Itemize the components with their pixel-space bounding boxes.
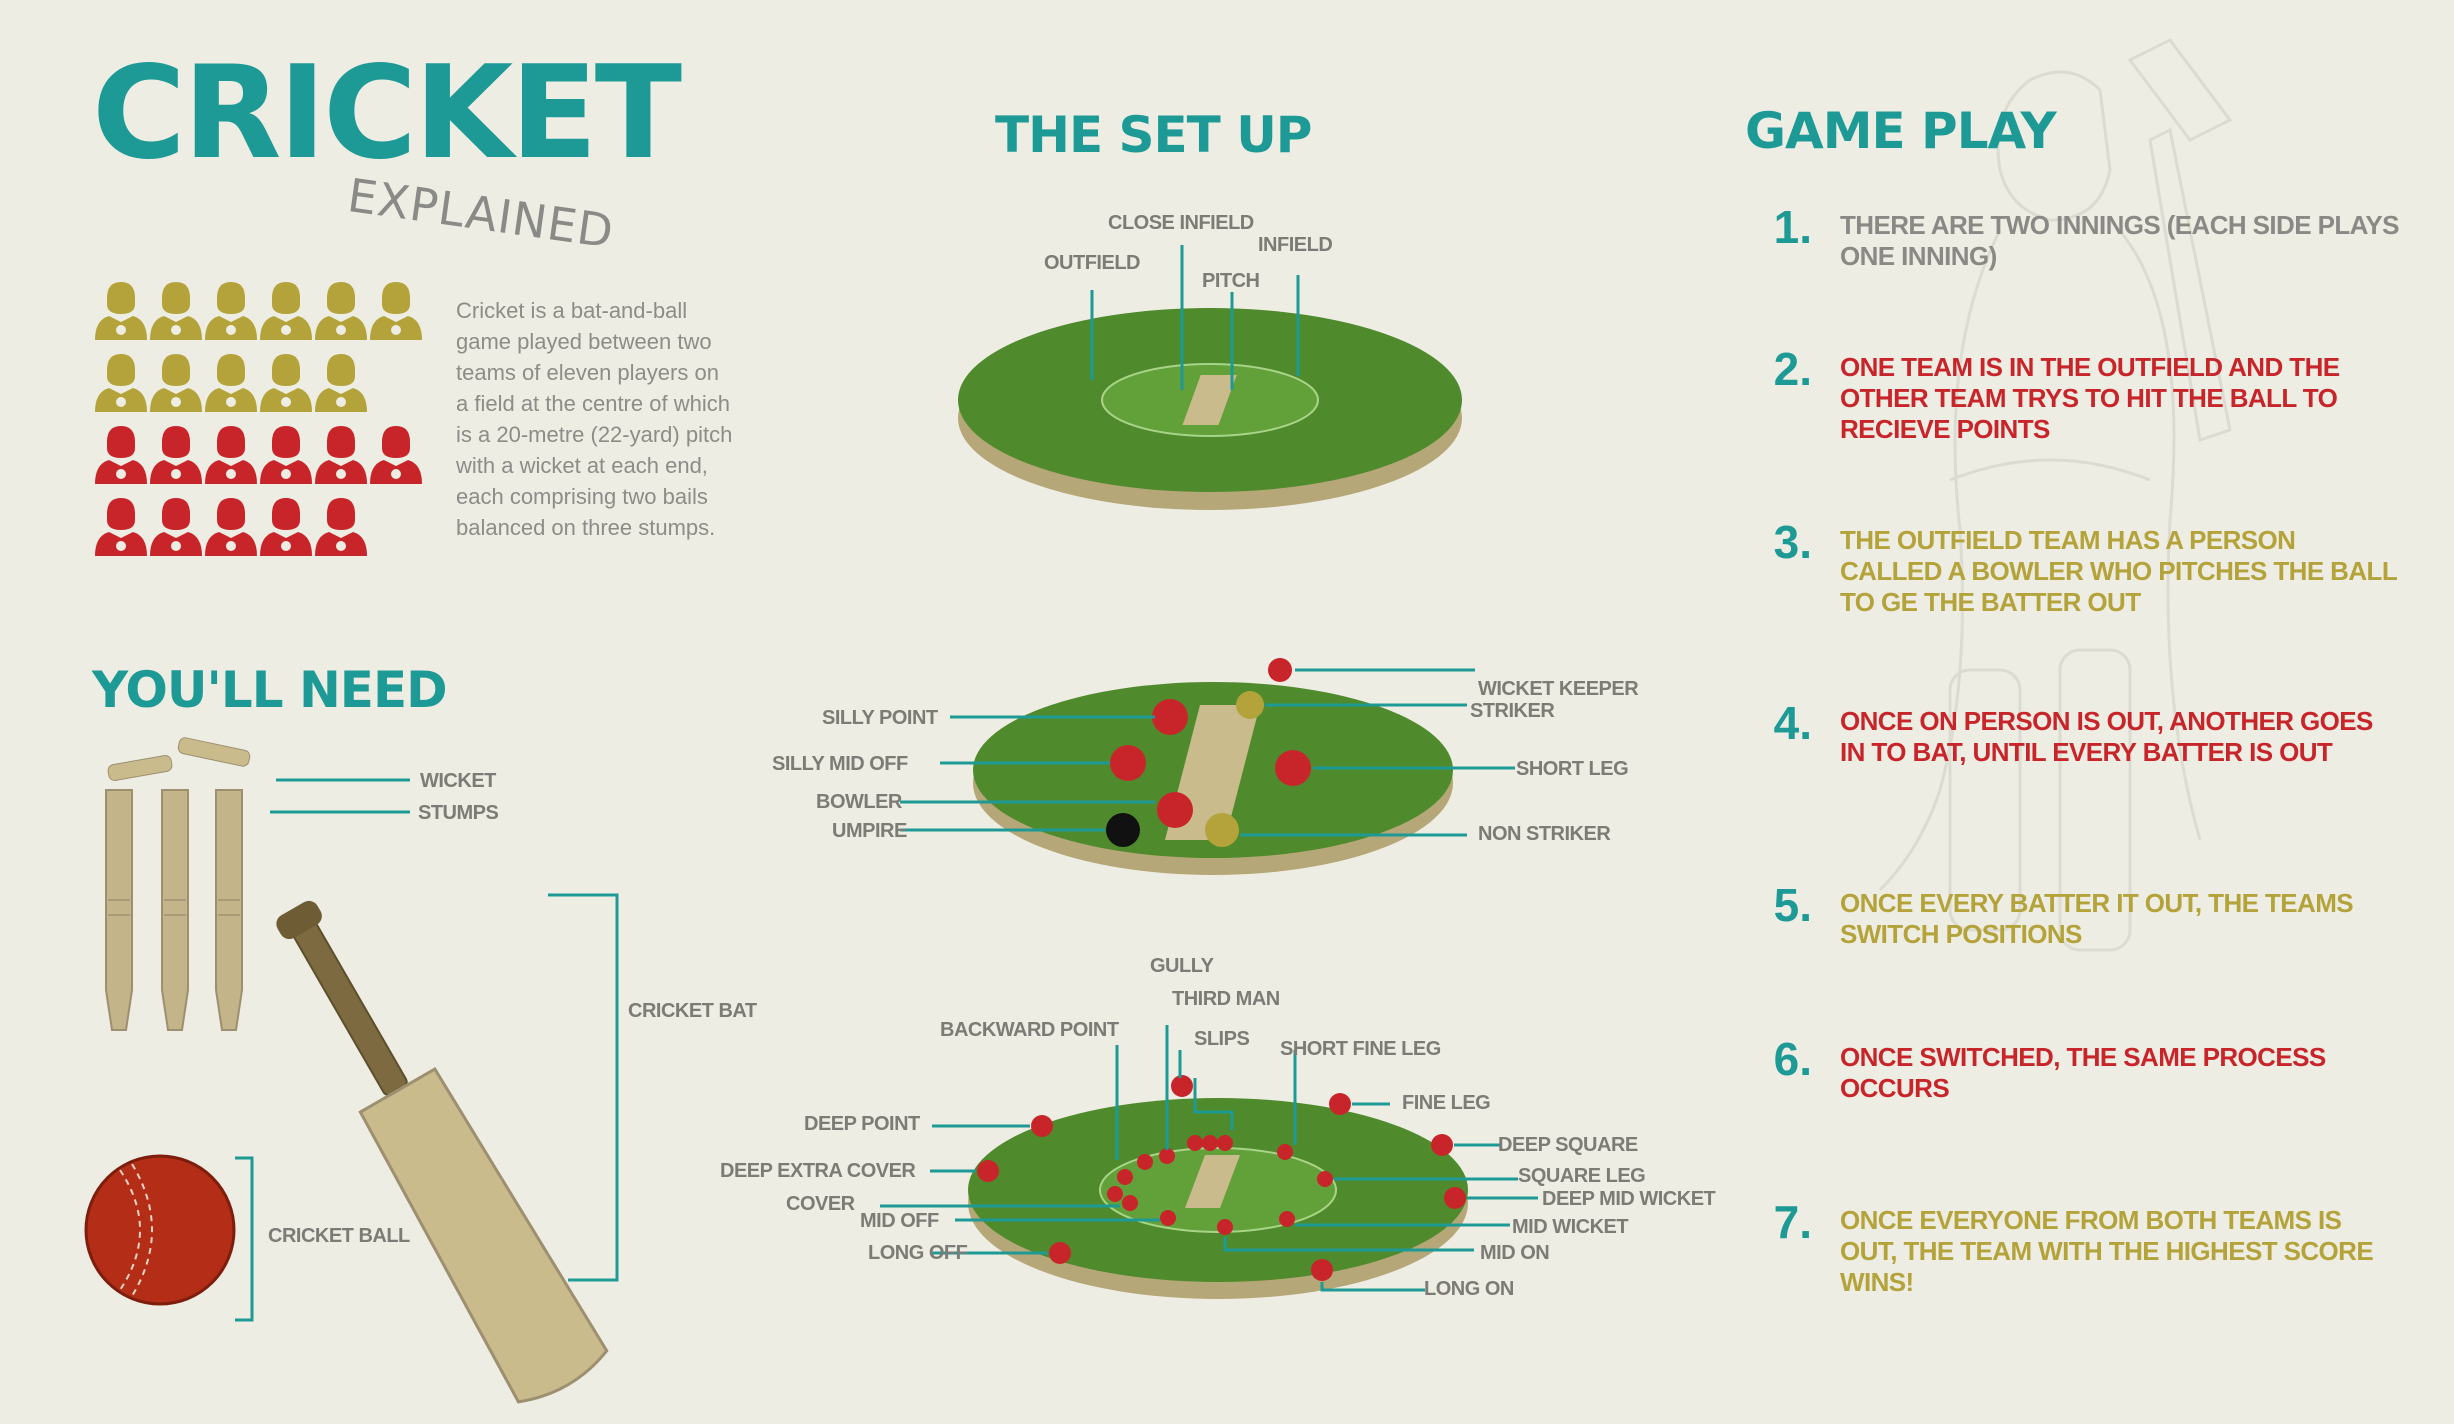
step-number: 3. bbox=[1773, 516, 1812, 568]
deep-square-label: DEEP SQUARE bbox=[1498, 1134, 1638, 1156]
player-icon bbox=[205, 282, 257, 340]
step-text: ONCE ON PERSON IS OUT, ANOTHER GOES IN T… bbox=[1840, 706, 2373, 767]
youll-need-heading: YOU'LL NEED bbox=[92, 661, 448, 719]
striker-label: STRIKER bbox=[1470, 700, 1555, 722]
silly-mid-off-label: SILLY MID OFF bbox=[772, 753, 908, 775]
step-number: 5. bbox=[1773, 879, 1812, 931]
short-leg-label: SHORT LEG bbox=[1516, 758, 1629, 780]
player-icon bbox=[315, 354, 367, 412]
step-number: 4. bbox=[1773, 697, 1812, 749]
fielding-positions-diagram bbox=[880, 1025, 1538, 1299]
mid-wicket-label: MID WICKET bbox=[1512, 1216, 1629, 1238]
player-icon bbox=[95, 354, 147, 412]
step-text: ONCE EVERY BATTER IT OUT, THE TEAMS SWIT… bbox=[1840, 888, 2354, 949]
step-text: THERE ARE TWO INNINGS (EACH SIDE PLAYS O… bbox=[1840, 210, 2399, 271]
player-icon bbox=[150, 498, 202, 556]
player-icon bbox=[95, 498, 147, 556]
step-text: ONCE EVERYONE FROM BOTH TEAMS IS OUT, TH… bbox=[1840, 1205, 2374, 1297]
pitch-label: PITCH bbox=[1202, 270, 1260, 292]
bails-icon bbox=[107, 737, 251, 781]
player-icon bbox=[260, 354, 312, 412]
umpire-label: UMPIRE bbox=[832, 820, 907, 842]
square-leg-label: SQUARE LEG bbox=[1518, 1165, 1646, 1187]
infield-label: INFIELD bbox=[1258, 234, 1333, 256]
step-text: ONCE SWITCHED, THE SAME PROCESS OCCURS bbox=[1840, 1042, 2326, 1103]
fine-leg-label: FINE LEG bbox=[1402, 1092, 1491, 1114]
player-icon bbox=[260, 426, 312, 484]
player-icon bbox=[150, 354, 202, 412]
player-icon bbox=[150, 426, 202, 484]
cricket-ball-icon bbox=[84, 1154, 236, 1306]
wicket-label: WICKET bbox=[420, 770, 496, 792]
close-infield-label: CLOSE INFIELD bbox=[1108, 212, 1254, 234]
bowler-label: BOWLER bbox=[816, 791, 902, 813]
cricket-bat-icon bbox=[276, 900, 609, 1404]
player-icon bbox=[260, 282, 312, 340]
backward-point-label: BACKWARD POINT bbox=[940, 1019, 1119, 1041]
player-icon bbox=[315, 426, 367, 484]
silly-point-label: SILLY POINT bbox=[822, 707, 938, 729]
gameplay-heading: GAME PLAY bbox=[1745, 102, 2057, 160]
page-title: CRICKET bbox=[92, 39, 682, 188]
player-icon bbox=[95, 426, 147, 484]
deep-point-label: DEEP POINT bbox=[804, 1113, 920, 1135]
close-positions-diagram bbox=[900, 658, 1515, 875]
setup-heading: THE SET UP bbox=[995, 106, 1312, 164]
player-icon bbox=[370, 426, 422, 484]
player-icon bbox=[205, 498, 257, 556]
player-icon bbox=[370, 282, 422, 340]
player-icon bbox=[95, 282, 147, 340]
long-off-label: LONG OFF bbox=[868, 1242, 968, 1264]
gully-label: GULLY bbox=[1150, 955, 1214, 977]
step-number: 2. bbox=[1773, 343, 1812, 395]
player-icon bbox=[150, 282, 202, 340]
non-striker-label: NON STRIKER bbox=[1478, 823, 1611, 845]
batter-outline-illustration bbox=[1878, 38, 2233, 952]
stumps-label: STUMPS bbox=[418, 802, 499, 824]
mid-on-label: MID ON bbox=[1480, 1242, 1550, 1264]
cricket-bat-label: CRICKET BAT bbox=[628, 1000, 757, 1022]
step-number: 1. bbox=[1773, 201, 1812, 253]
step-text: ONE TEAM IS IN THE OUTFIELD AND THE OTHE… bbox=[1840, 352, 2340, 444]
third-man-label: THIRD MAN bbox=[1172, 988, 1280, 1010]
step-number: 7. bbox=[1773, 1196, 1812, 1248]
stumps-icon bbox=[105, 789, 243, 1031]
player-icon bbox=[315, 282, 367, 340]
field-zones-diagram bbox=[958, 245, 1462, 510]
short-fine-leg-label: SHORT FINE LEG bbox=[1280, 1038, 1441, 1060]
players-markers bbox=[1106, 658, 1311, 847]
player-icon bbox=[315, 498, 367, 556]
outfield-label: OUTFIELD bbox=[1044, 252, 1141, 274]
deep-mid-wicket-label: DEEP MID WICKET bbox=[1542, 1188, 1716, 1210]
player-icon bbox=[205, 354, 257, 412]
wicket-keeper-label: WICKET KEEPER bbox=[1478, 678, 1639, 700]
slips-label: SLIPS bbox=[1194, 1028, 1250, 1050]
players-icon-grid bbox=[95, 282, 422, 556]
deep-extra-cover-label: DEEP EXTRA COVER bbox=[720, 1160, 916, 1182]
mid-off-label: MID OFF bbox=[860, 1210, 939, 1232]
long-on-label: LONG ON bbox=[1424, 1278, 1514, 1300]
equipment-illustration bbox=[84, 737, 619, 1404]
cricket-ball-label: CRICKET BALL bbox=[268, 1225, 410, 1247]
step-text: THE OUTFIELD TEAM HAS A PERSON CALLED A … bbox=[1840, 525, 2397, 617]
player-icon bbox=[260, 498, 312, 556]
intro-text: Cricket is a bat-and-ball game played be… bbox=[456, 298, 733, 540]
step-number: 6. bbox=[1773, 1033, 1812, 1085]
player-icon bbox=[205, 426, 257, 484]
cover-label: COVER bbox=[786, 1193, 855, 1215]
